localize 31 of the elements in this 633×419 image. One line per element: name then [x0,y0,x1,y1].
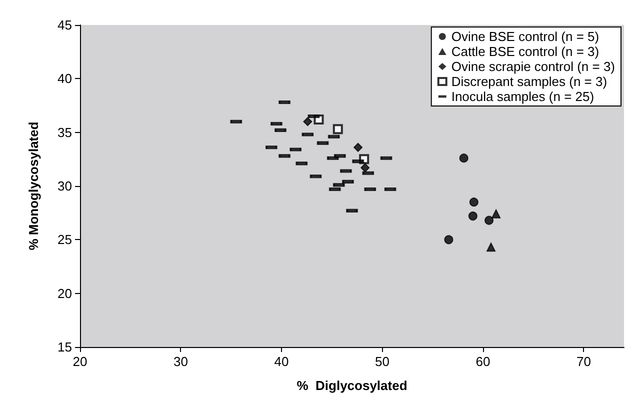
legend-label: Cattle BSE control (n = 3) [451,44,600,59]
legend-label: Inocula samples (n = 25) [451,89,594,104]
point [484,216,494,225]
y-axis-title: % Monoglycosylated [26,122,41,250]
point [332,124,343,134]
legend-label: Ovine BSE control (n = 5) [451,29,600,44]
legend-label: Discrepant samples (n = 3) [451,74,608,89]
point [468,212,478,221]
x-tick-label: 30 [174,354,188,369]
point [486,242,496,252]
y-tick-label: 20 [58,286,72,301]
point [459,154,468,163]
y-tick-label: 15 [58,340,72,354]
x-tick-label: 20 [72,354,88,369]
point [444,235,454,244]
y-tick-label: 30 [58,178,72,194]
legend-label: Ovine scrapie control (n = 3) [451,59,615,74]
x-axis-title: % Diglycosylated [296,378,408,393]
point [303,117,312,126]
point [354,142,363,152]
y-tick-label: 45 [58,18,72,32]
y-tick-label: 25 [58,232,72,248]
x-tick-label: 40 [274,354,289,369]
y-tick-label: 35 [58,124,72,140]
x-tick-label: 70 [576,354,591,369]
x-tick-label: 60 [476,354,490,369]
point [469,198,478,207]
point [360,163,370,172]
x-tick-label: 50 [374,354,390,369]
point [492,209,501,218]
y-tick-label: 40 [58,71,72,86]
